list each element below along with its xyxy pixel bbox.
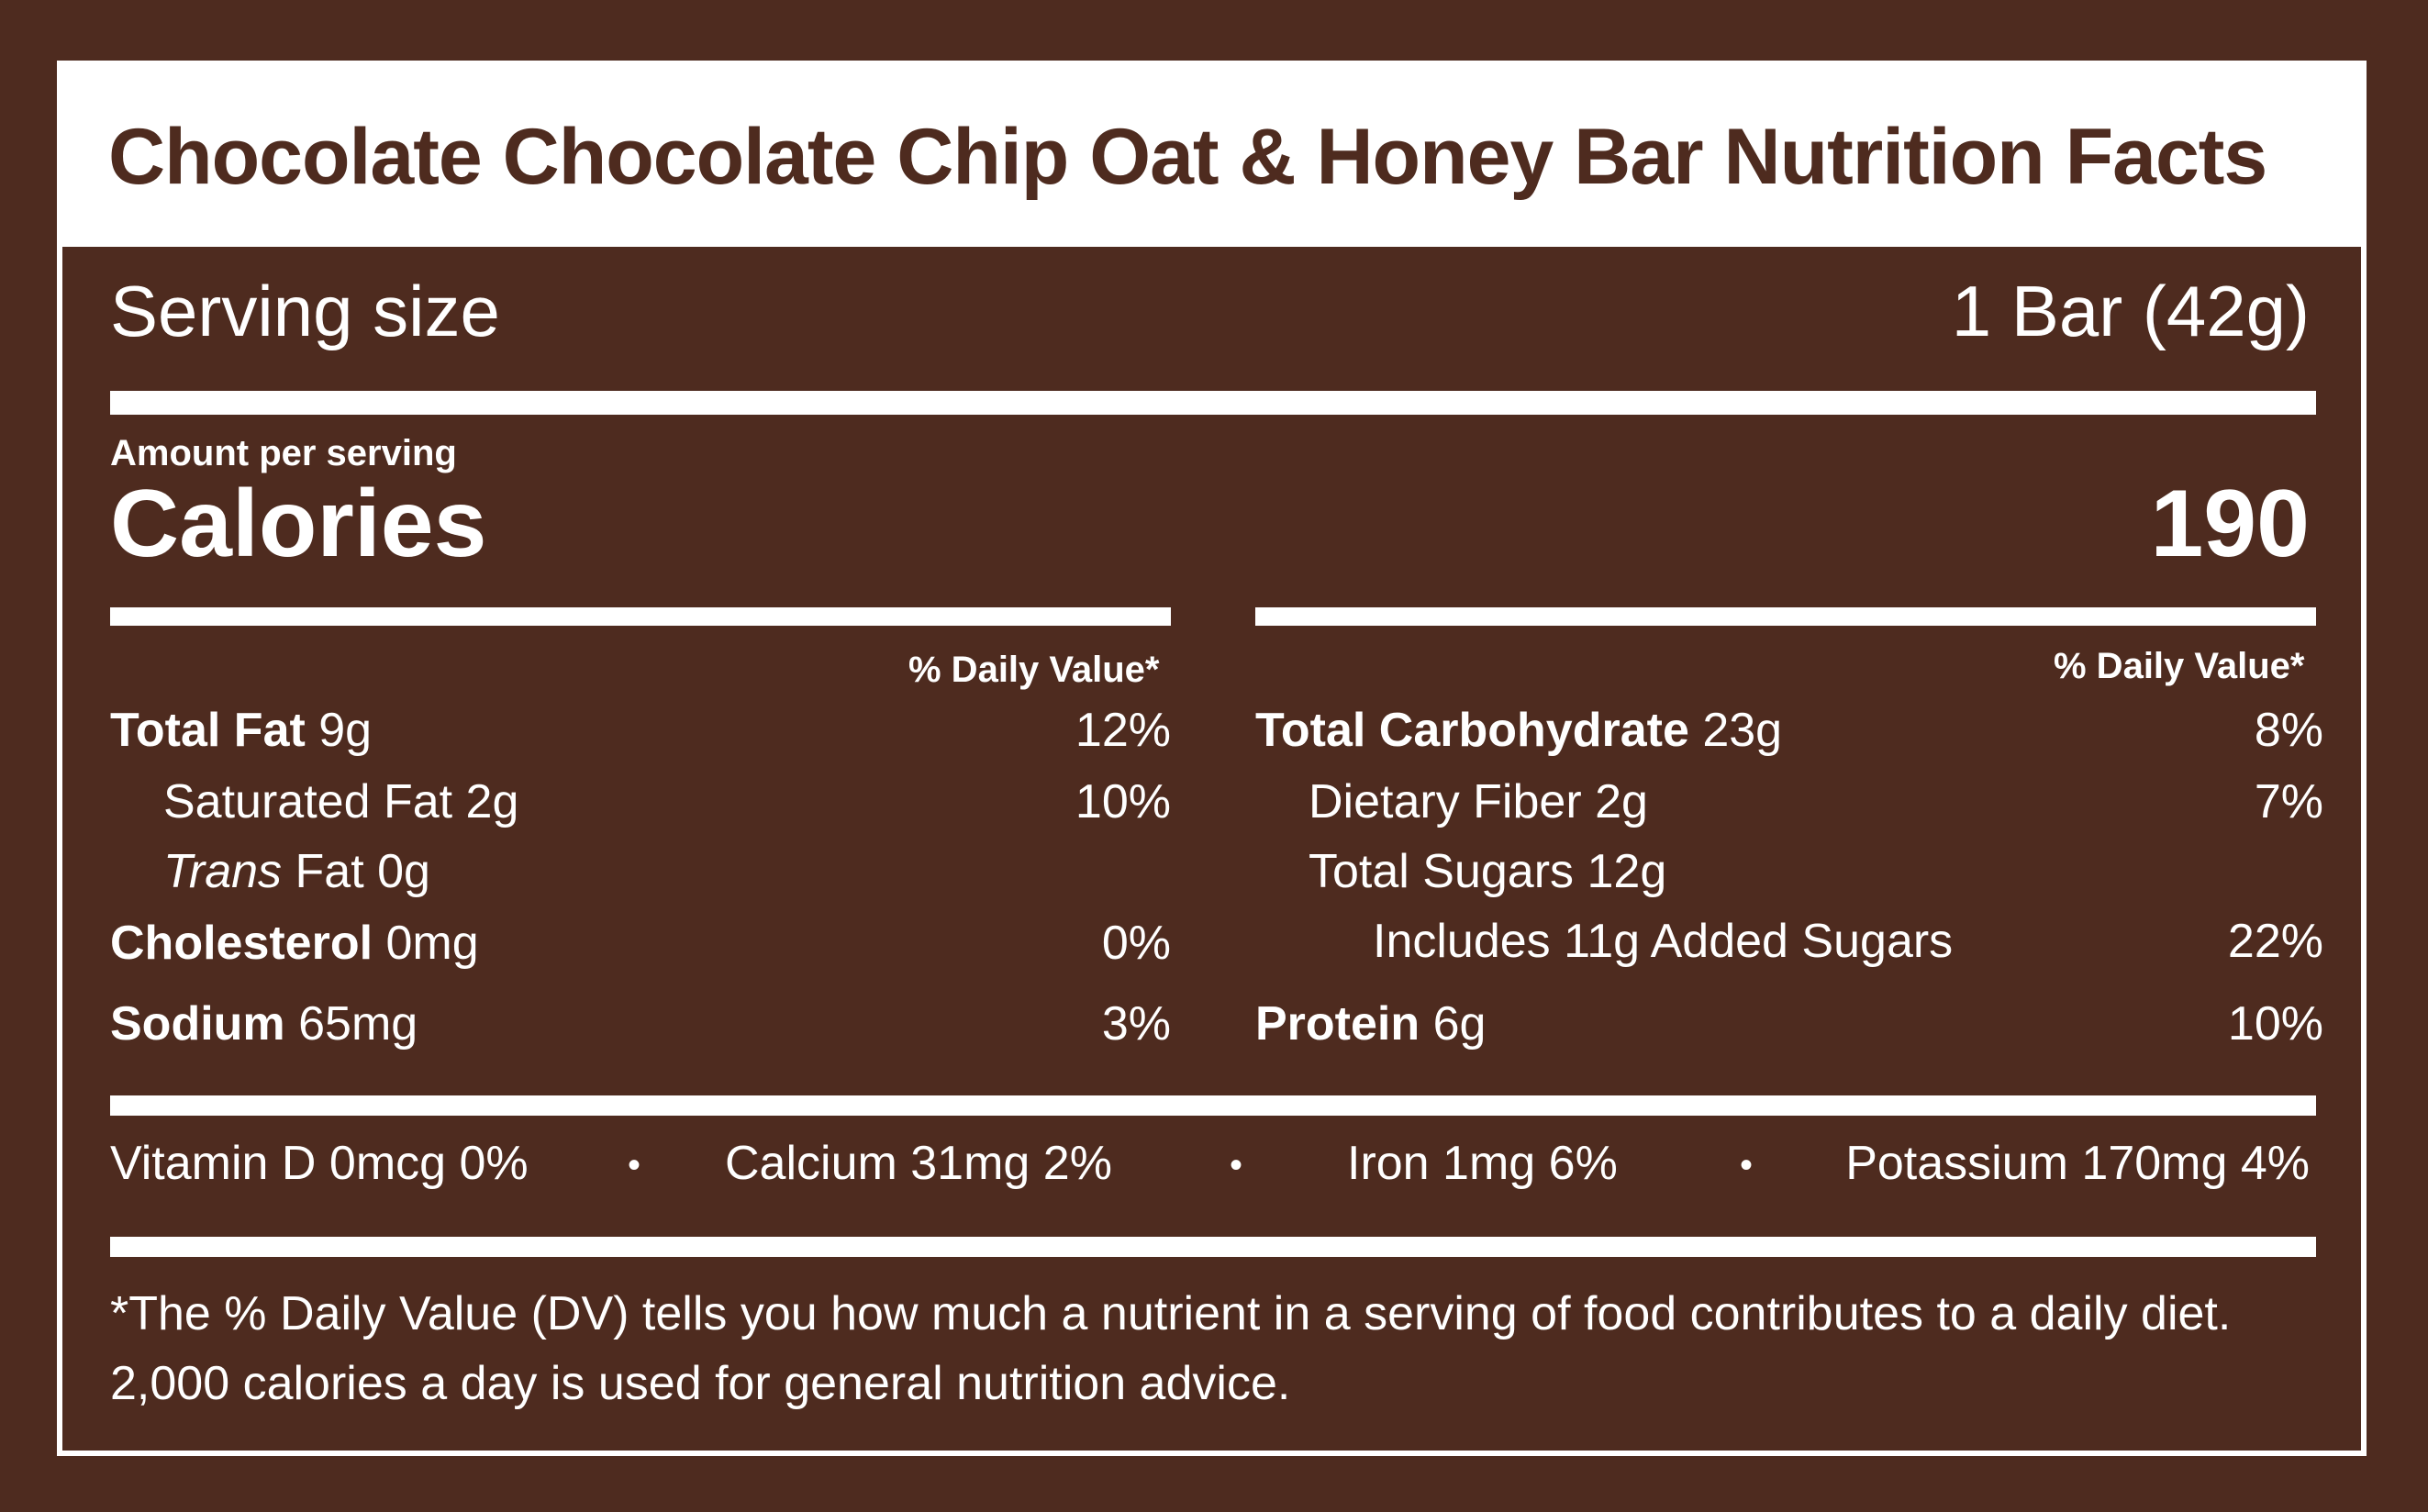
nutrient-amount: 65mg [298, 997, 418, 1051]
serving-size-value: 1 Bar (42g) [1951, 271, 2310, 351]
nutrient-amount: 23g [1702, 704, 1783, 757]
divider-thick [110, 1095, 2316, 1116]
nutrient-dv: 12% [1075, 704, 1171, 757]
nutrient-name: Total Fat [110, 704, 306, 757]
nutrient-name: Cholesterol [110, 917, 373, 970]
nutrient-dv: 22% [2227, 915, 2323, 968]
nutrient-dv: 10% [1075, 775, 1171, 828]
separator-dot: • [1740, 1145, 1754, 1185]
nutrient-amount: 0g [377, 845, 430, 898]
nutrient-name: Saturated Fat [163, 775, 453, 828]
nutrient-row-total-carbohydrate: Total Carbohydrate 23g 8% [1255, 703, 2323, 762]
nutrient-dv: 3% [1101, 997, 1171, 1051]
nutrient-amount: 9g [318, 704, 373, 757]
nutrient-amount: 2g [1595, 775, 1648, 828]
nutrient-row-cholesterol: Cholesterol 0mg 0% [110, 916, 1171, 974]
nutrient-name: Dietary Fiber [1309, 775, 1582, 828]
nutrient-row-sodium: Sodium 65mg 3% [110, 996, 1171, 1055]
nutrient-dv: 0% [1101, 917, 1171, 970]
nutrient-amount: 2g [465, 775, 519, 828]
nutrient-row-protein: Protein 6g 10% [1255, 996, 2323, 1055]
nutrient-row-dietary-fiber: Dietary Fiber 2g 7% [1255, 774, 2323, 833]
footnote: *The % Daily Value (DV) tells you how mu… [110, 1287, 2232, 1410]
potassium: Potassium 170mg 4% [1845, 1137, 2310, 1190]
divider-left [110, 607, 1171, 626]
nutrient-amount: 0mg [385, 917, 479, 970]
nutrient-row-total-fat: Total Fat 9g 12% [110, 703, 1171, 762]
nutrient-name: Total Carbohydrate [1255, 704, 1689, 757]
daily-value-header-left: % Daily Value* [908, 650, 1160, 690]
amount-per-serving-label: Amount per serving [110, 433, 457, 473]
vitamin-d: Vitamin D 0mcg 0% [110, 1137, 529, 1190]
nutrient-row-total-sugars: Total Sugars 12g [1255, 844, 2323, 903]
calories-value: 190 [2150, 471, 2310, 577]
iron: Iron 1mg 6% [1347, 1137, 1618, 1190]
nutrient-name: Includes 11g Added Sugars [1373, 915, 1954, 968]
label-title: Chocolate Chocolate Chip Oat & Honey Bar… [108, 113, 2267, 201]
title-bar: Chocolate Chocolate Chip Oat & Honey Bar… [62, 66, 2361, 247]
nutrient-name: Total Sugars [1309, 845, 1575, 898]
nutrient-name: Fat [295, 845, 364, 898]
serving-size-label: Serving size [110, 271, 500, 351]
nutrient-name: Protein [1255, 997, 1420, 1051]
nutrient-amount: 12g [1587, 845, 1667, 898]
nutrient-dv: 10% [2227, 997, 2323, 1051]
calories-label: Calories [110, 471, 487, 577]
nutrient-row-saturated-fat: Saturated Fat 2g 10% [110, 774, 1171, 833]
divider-thick [110, 1237, 2316, 1257]
divider-thick [110, 391, 2316, 415]
nutrition-label: Chocolate Chocolate Chip Oat & Honey Bar… [57, 61, 2367, 1456]
nutrient-name-italic: Trans [163, 845, 283, 898]
separator-dot: • [1230, 1145, 1243, 1185]
nutrient-row-trans-fat: Trans Fat 0g [110, 844, 1171, 903]
divider-right [1255, 607, 2316, 626]
nutrient-dv: 7% [2254, 775, 2323, 828]
nutrient-amount: 6g [1432, 997, 1487, 1051]
nutrient-name: Sodium [110, 997, 285, 1051]
calcium: Calcium 31mg 2% [725, 1137, 1112, 1190]
nutrient-dv: 8% [2254, 704, 2323, 757]
separator-dot: • [628, 1145, 641, 1185]
nutrient-row-added-sugars: Includes 11g Added Sugars 22% [1255, 914, 2323, 973]
daily-value-header-right: % Daily Value* [2054, 646, 2305, 686]
